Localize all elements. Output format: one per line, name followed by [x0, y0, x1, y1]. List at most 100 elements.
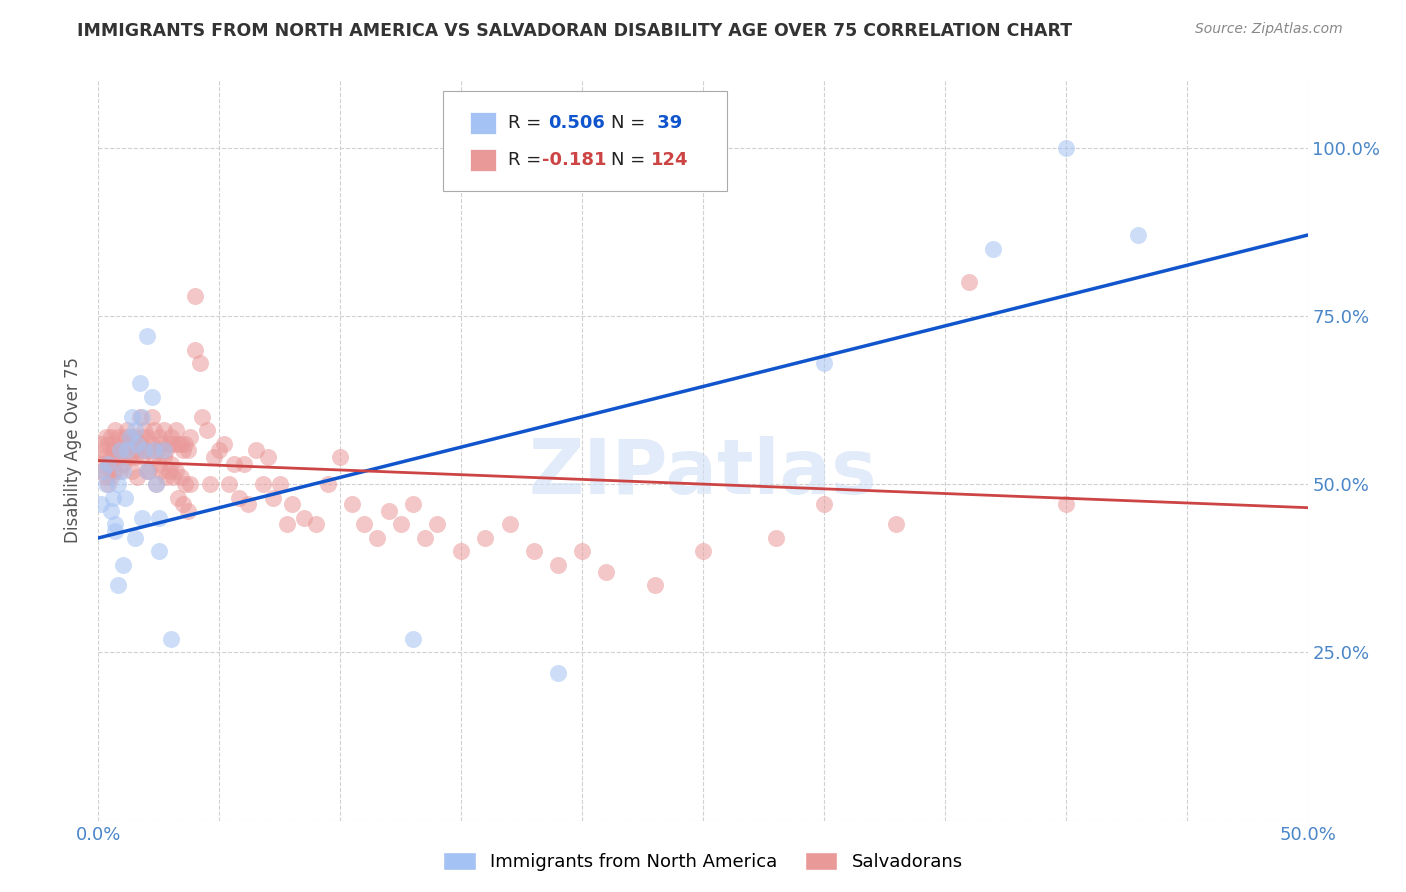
- Point: [198, 477, 221, 491]
- Point: [523, 544, 546, 558]
- Point: [134, 443, 156, 458]
- Y-axis label: Disability Age Over 75: Disability Age Over 75: [65, 358, 83, 543]
- Point: [134, 443, 156, 458]
- Point: [94, 430, 117, 444]
- Point: [121, 409, 143, 424]
- Point: [114, 450, 136, 465]
- Point: [389, 517, 412, 532]
- Point: [160, 632, 183, 646]
- Point: [148, 430, 170, 444]
- Point: [104, 464, 127, 478]
- Point: [167, 436, 190, 450]
- Point: [413, 531, 436, 545]
- Point: [145, 477, 167, 491]
- Point: [107, 430, 129, 444]
- Point: [232, 457, 254, 471]
- Point: [91, 443, 114, 458]
- Point: [90, 497, 112, 511]
- Point: [138, 464, 160, 478]
- Point: [276, 517, 298, 532]
- Point: [94, 470, 117, 484]
- Point: [160, 457, 183, 471]
- Point: [101, 491, 124, 505]
- Point: [117, 423, 139, 437]
- Point: [212, 436, 235, 450]
- Point: [329, 450, 352, 465]
- Point: [157, 464, 180, 478]
- Point: [141, 409, 163, 424]
- Point: [131, 430, 153, 444]
- Point: [94, 477, 117, 491]
- Point: [108, 443, 131, 458]
- Point: [342, 497, 364, 511]
- Point: [191, 409, 214, 424]
- Point: [124, 423, 146, 437]
- Point: [131, 409, 153, 424]
- Point: [957, 275, 980, 289]
- Point: [124, 531, 146, 545]
- Point: [222, 457, 245, 471]
- Point: [124, 450, 146, 465]
- Point: [208, 443, 231, 458]
- Point: [269, 477, 291, 491]
- Point: [108, 464, 131, 478]
- Point: [402, 497, 425, 511]
- Text: 0.506: 0.506: [548, 113, 605, 132]
- Point: [135, 464, 157, 478]
- Point: [218, 477, 240, 491]
- Text: ZIPatlas: ZIPatlas: [529, 435, 877, 509]
- Point: [97, 436, 120, 450]
- Text: N =: N =: [612, 151, 651, 169]
- Point: [145, 443, 167, 458]
- Point: [145, 477, 167, 491]
- Point: [148, 510, 170, 524]
- Text: N =: N =: [612, 113, 651, 132]
- Point: [111, 436, 134, 450]
- Text: Source: ZipAtlas.com: Source: ZipAtlas.com: [1195, 22, 1343, 37]
- Point: [90, 436, 112, 450]
- Point: [886, 517, 908, 532]
- Point: [141, 436, 163, 450]
- Point: [174, 436, 197, 450]
- Point: [765, 531, 787, 545]
- Point: [150, 464, 173, 478]
- Point: [498, 517, 520, 532]
- Point: [131, 510, 153, 524]
- Point: [97, 477, 120, 491]
- Point: [135, 464, 157, 478]
- Point: [100, 430, 122, 444]
- Point: [426, 517, 449, 532]
- Point: [114, 491, 136, 505]
- Point: [127, 470, 149, 484]
- Point: [91, 464, 114, 478]
- Point: [127, 443, 149, 458]
- Point: [128, 376, 150, 391]
- Point: [114, 430, 136, 444]
- Point: [172, 443, 194, 458]
- Point: [316, 477, 339, 491]
- Text: IMMIGRANTS FROM NORTH AMERICA VS SALVADORAN DISABILITY AGE OVER 75 CORRELATION C: IMMIGRANTS FROM NORTH AMERICA VS SALVADO…: [77, 22, 1073, 40]
- Point: [184, 343, 207, 357]
- Point: [94, 450, 117, 465]
- Point: [167, 491, 190, 505]
- Point: [547, 665, 569, 680]
- Point: [101, 436, 124, 450]
- Point: [128, 409, 150, 424]
- Point: [143, 423, 166, 437]
- Point: [135, 329, 157, 343]
- Point: [100, 470, 122, 484]
- Text: R =: R =: [509, 151, 547, 169]
- Point: [148, 457, 170, 471]
- Point: [121, 464, 143, 478]
- Point: [228, 491, 250, 505]
- Point: [547, 558, 569, 572]
- Point: [245, 443, 267, 458]
- Point: [169, 436, 191, 450]
- Point: [117, 443, 139, 458]
- Point: [111, 558, 134, 572]
- Point: [104, 517, 127, 532]
- Point: [1054, 497, 1077, 511]
- Point: [152, 423, 174, 437]
- Point: [377, 504, 399, 518]
- Point: [91, 464, 114, 478]
